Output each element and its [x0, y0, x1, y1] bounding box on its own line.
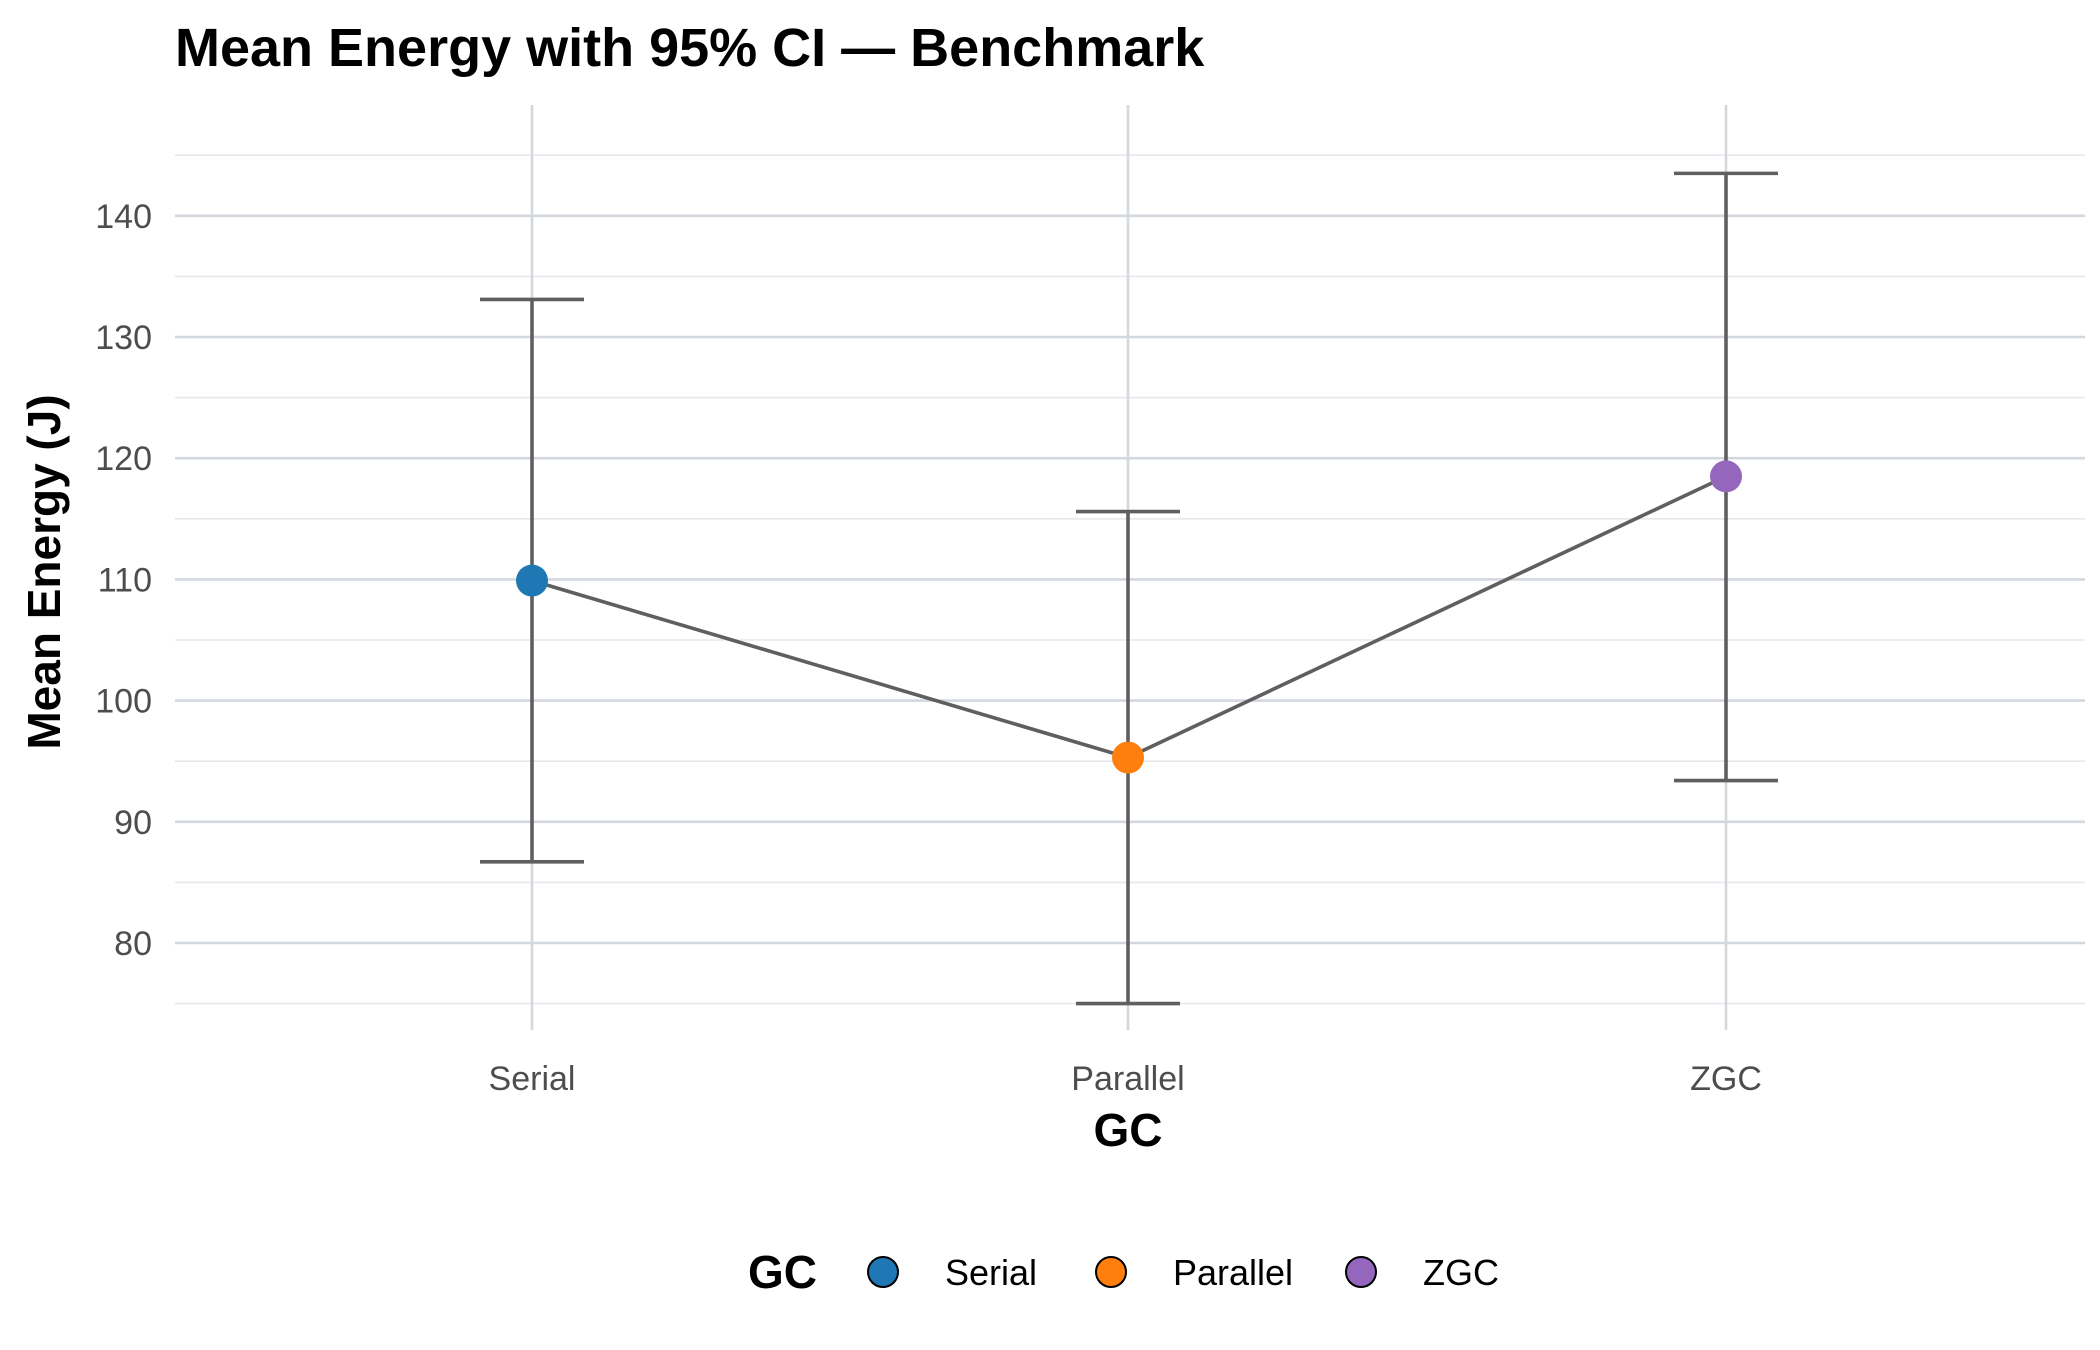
grid — [175, 105, 2085, 1030]
y-tick-label: 80 — [114, 925, 152, 963]
legend-label-zgc: ZGC — [1423, 1252, 1499, 1293]
y-axis-title: Mean Energy (J) — [18, 394, 70, 749]
y-tick-label: 100 — [95, 683, 152, 721]
legend-key-zgc — [1345, 1256, 1377, 1288]
mean-point-parallel — [1112, 741, 1144, 774]
y-tick-label: 120 — [95, 440, 152, 478]
legend-label-parallel: Parallel — [1173, 1252, 1293, 1293]
legend-title: GC — [748, 1246, 817, 1298]
x-tick-label: ZGC — [1690, 1060, 1762, 1098]
x-axis-title: GC — [1094, 1104, 1163, 1156]
x-tick-label: Serial — [489, 1060, 576, 1098]
mean-points — [516, 460, 1742, 774]
chart-title: Mean Energy with 95% CI — Benchmark — [175, 18, 1205, 78]
legend: GC Serial Parallel ZGC — [748, 1246, 1499, 1298]
y-tick-label: 130 — [95, 319, 152, 357]
mean-point-zgc — [1710, 460, 1742, 493]
legend-label-serial: Serial — [945, 1252, 1037, 1293]
y-axis-ticks: 80 90 100 110 120 130 140 — [95, 198, 152, 963]
legend-key-parallel — [1095, 1256, 1127, 1288]
mean-point-serial — [516, 564, 548, 597]
y-tick-label: 110 — [98, 561, 152, 599]
x-tick-label: Parallel — [1071, 1060, 1184, 1098]
y-tick-label: 90 — [114, 804, 152, 842]
y-tick-label: 140 — [95, 198, 152, 236]
x-axis-ticks: Serial Parallel ZGC — [489, 1060, 1762, 1098]
legend-key-serial — [867, 1256, 899, 1288]
